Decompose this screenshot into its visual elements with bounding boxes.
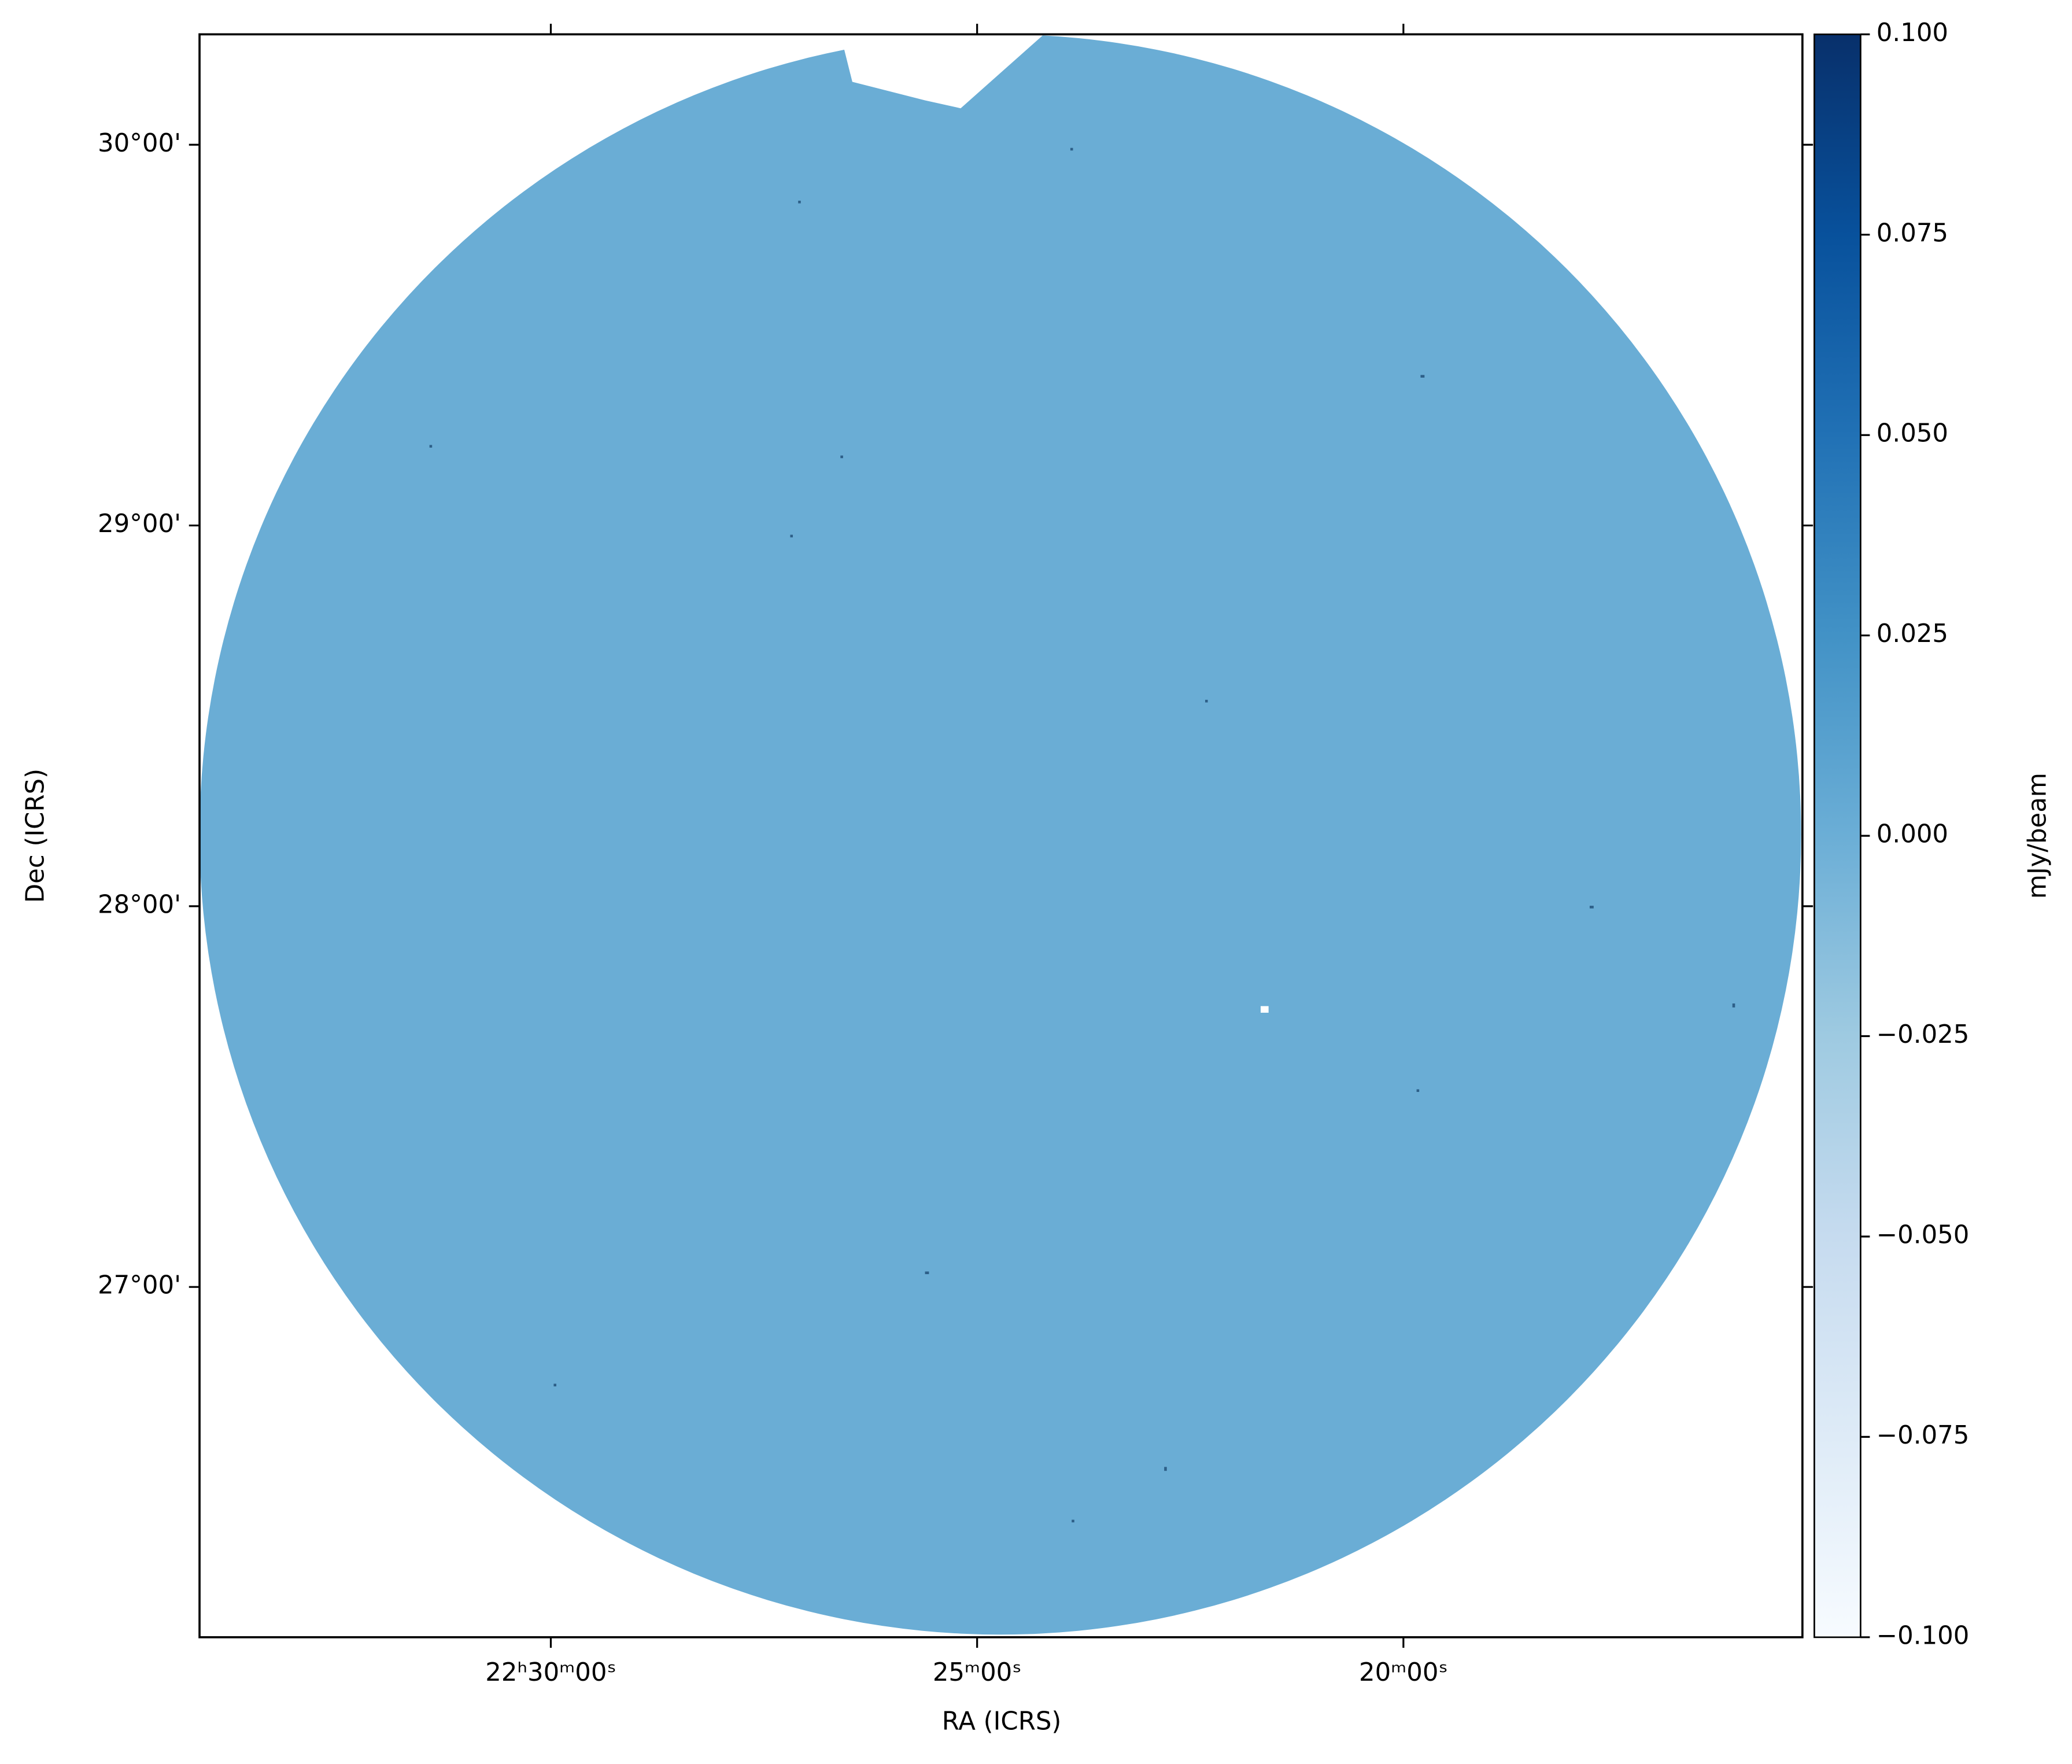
sky-image [200,34,1801,1635]
colorbar-tick-label: 0.025 [1877,619,1948,648]
y-tick-label: 29°00' [98,510,181,538]
y-tick-label: 30°00' [98,129,181,158]
y-tick-label: 28°00' [98,890,181,919]
image-gap [1260,1006,1269,1013]
colorbar [1814,33,1862,1638]
point-sources [429,147,1735,1523]
colorbar-tick-label: 0.050 [1877,419,1948,448]
y-tick-label: 27°00' [98,1271,181,1300]
colorbar-tick-label: −0.075 [1877,1421,1970,1450]
x-axis-label: RA (ICRS) [942,1707,1062,1736]
colorbar-label: mJy/beam [2023,773,2052,899]
x-tick-label: 20ᵐ00ˢ [1359,1658,1448,1687]
x-tick-label: 25ᵐ00ˢ [933,1658,1022,1687]
colorbar-tick-label: 0.000 [1877,820,1948,849]
colorbar-tick-label: −0.100 [1877,1621,1970,1650]
axes-frame [198,33,1804,1638]
colorbar-tick-label: −0.050 [1877,1220,1970,1249]
colorbar-tick-label: 0.075 [1877,219,1948,248]
image-gap [840,34,1044,109]
x-tick-label: 22ʰ30ᵐ00ˢ [485,1658,616,1687]
colorbar-tick-label: 0.100 [1877,19,1948,47]
colorbar-tick-label: −0.025 [1877,1020,1970,1049]
y-axis-label: Dec (ICRS) [21,769,50,903]
image-field [200,34,1801,1635]
